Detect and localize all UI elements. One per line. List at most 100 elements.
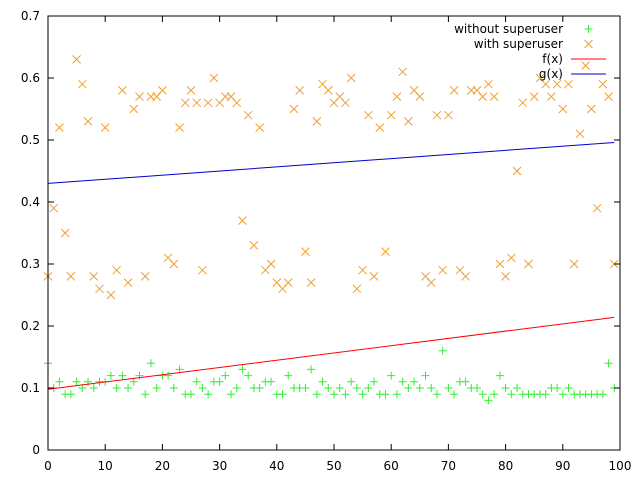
- point-without-superuser: [284, 371, 293, 380]
- point-with-superuser: [438, 265, 448, 275]
- point-with-superuser: [381, 247, 390, 256]
- point-without-superuser: [238, 365, 247, 374]
- point-with-superuser: [375, 123, 385, 132]
- legend-sample-with-superuser: [584, 39, 593, 49]
- point-with-superuser: [140, 272, 150, 281]
- point-with-superuser: [158, 86, 167, 95]
- point-with-superuser: [547, 92, 556, 101]
- point-with-superuser: [192, 98, 202, 108]
- line-g-x: [47, 141, 615, 184]
- y-tick-label: 0.2: [21, 319, 40, 333]
- point-with-superuser: [289, 104, 299, 114]
- point-with-superuser: [575, 129, 585, 139]
- point-with-superuser: [266, 259, 276, 269]
- point-without-superuser: [358, 390, 367, 399]
- point-with-superuser: [186, 86, 196, 95]
- x-tick-label: 50: [326, 459, 341, 473]
- line-f-x: [47, 316, 615, 390]
- point-without-superuser: [410, 377, 419, 386]
- point-with-superuser: [312, 117, 322, 126]
- point-with-superuser: [581, 61, 591, 70]
- point-with-superuser: [484, 79, 493, 89]
- point-without-superuser: [312, 390, 321, 399]
- point-with-superuser: [238, 216, 247, 225]
- point-without-superuser: [387, 371, 396, 380]
- point-with-superuser: [255, 123, 264, 132]
- point-with-superuser: [72, 55, 81, 64]
- point-without-superuser: [444, 384, 453, 392]
- point-with-superuser: [198, 265, 207, 275]
- point-without-superuser: [484, 396, 493, 405]
- x-tick-label: 80: [498, 459, 513, 473]
- point-without-superuser: [106, 371, 115, 380]
- point-with-superuser: [404, 117, 413, 126]
- point-without-superuser: [553, 384, 562, 392]
- point-with-superuser: [49, 203, 59, 213]
- point-with-superuser: [358, 265, 367, 275]
- point-without-superuser: [330, 390, 338, 399]
- point-with-superuser: [558, 104, 568, 114]
- point-with-superuser: [123, 278, 133, 287]
- point-without-superuser: [478, 390, 487, 399]
- point-with-superuser: [529, 92, 539, 101]
- point-with-superuser: [341, 98, 350, 108]
- point-without-superuser: [164, 371, 173, 380]
- plot-marks: [43, 55, 619, 405]
- point-without-superuser: [495, 371, 504, 380]
- point-with-superuser: [249, 241, 259, 250]
- point-without-superuser: [89, 384, 98, 392]
- point-without-superuser: [244, 371, 253, 380]
- point-without-superuser: [307, 365, 316, 374]
- point-with-superuser: [323, 86, 333, 95]
- point-with-superuser: [203, 98, 213, 108]
- point-without-superuser: [421, 371, 430, 380]
- point-with-superuser: [495, 259, 505, 269]
- point-without-superuser: [187, 390, 195, 399]
- point-without-superuser: [598, 390, 607, 399]
- point-without-superuser: [324, 384, 333, 392]
- point-with-superuser: [363, 110, 373, 120]
- point-without-superuser: [501, 384, 510, 392]
- point-without-superuser: [146, 359, 155, 368]
- point-without-superuser: [352, 384, 361, 392]
- point-without-superuser: [427, 384, 436, 392]
- point-with-superuser: [55, 123, 64, 132]
- point-with-superuser: [541, 79, 550, 89]
- point-with-superuser: [135, 92, 144, 101]
- point-without-superuser: [513, 384, 522, 392]
- point-with-superuser: [432, 110, 442, 120]
- legend-label-f-x: f(x): [542, 52, 563, 66]
- point-without-superuser: [267, 377, 276, 386]
- point-with-superuser: [77, 79, 87, 89]
- point-with-superuser: [129, 104, 139, 114]
- point-without-superuser: [192, 377, 201, 386]
- point-without-superuser: [152, 384, 161, 392]
- point-without-superuser: [318, 377, 327, 386]
- point-with-superuser: [478, 92, 488, 101]
- point-without-superuser: [404, 384, 413, 392]
- point-without-superuser: [432, 390, 441, 399]
- point-without-superuser: [541, 390, 550, 399]
- point-without-superuser: [129, 377, 138, 386]
- point-without-superuser: [215, 377, 224, 386]
- legend-sample-without-superuser: [584, 25, 593, 33]
- point-with-superuser: [386, 110, 396, 120]
- point-without-superuser: [604, 359, 613, 368]
- x-tick-label: 100: [609, 459, 632, 473]
- point-with-superuser: [398, 67, 407, 77]
- point-without-superuser: [415, 384, 424, 392]
- x-tick-label: 90: [555, 459, 570, 473]
- point-without-superuser: [507, 390, 516, 399]
- point-without-superuser: [204, 390, 213, 399]
- axis-ticks: 0 10 20 30 40 50 60 70 80 90 100 0 0.1 0.2 0.3 0.4 0.5 0.…: [21, 9, 632, 473]
- point-without-superuser: [227, 390, 236, 399]
- point-without-superuser: [72, 377, 81, 386]
- series-with-superuser: [43, 55, 619, 300]
- point-without-superuser: [198, 384, 207, 392]
- point-without-superuser: [335, 384, 344, 392]
- y-tick-label: 0.4: [21, 195, 40, 209]
- x-tick-label: 0: [44, 459, 52, 473]
- point-with-superuser: [552, 79, 562, 89]
- point-with-superuser: [66, 272, 76, 281]
